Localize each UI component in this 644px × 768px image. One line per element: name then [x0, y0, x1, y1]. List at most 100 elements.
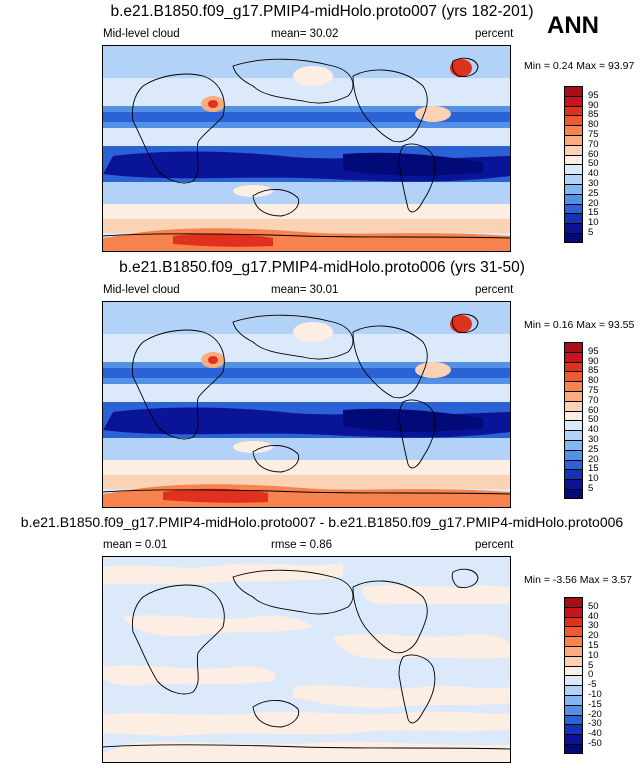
panel3-minmax-label: Min = -3.56 Max = 3.57 [524, 574, 632, 586]
panel1-legend: 95 90 85 80 75 70 60 50 40 30 25 20 15 10 5 [564, 86, 604, 243]
legend-label: 70 [588, 394, 599, 406]
legend-label: 5 [588, 227, 594, 238]
legend-label: 85 [588, 365, 599, 377]
legend-label: -50 [588, 738, 602, 749]
legend-swatch [564, 361, 583, 372]
legend-swatch [564, 734, 583, 744]
legend-swatch [564, 636, 583, 646]
legend-swatch [564, 714, 583, 725]
legend-swatch [564, 410, 583, 421]
legend-swatch [564, 459, 583, 470]
legend-label: 95 [588, 345, 599, 357]
legend-swatch [564, 154, 583, 165]
legend-label: 15 [588, 463, 599, 475]
legend-swatch [564, 655, 583, 666]
legend-swatch [564, 744, 583, 754]
legend-swatch [564, 203, 583, 214]
legend-swatch [564, 449, 583, 460]
season-label: ANN [547, 12, 599, 39]
legend-label: 50 [588, 158, 599, 170]
legend-label: 60 [588, 148, 599, 160]
legend-swatch [564, 597, 583, 607]
legend-swatch [564, 724, 583, 735]
legend-swatch [564, 135, 583, 145]
legend-label: 50 [588, 600, 599, 612]
legend-swatch [564, 695, 583, 705]
legend-swatch [564, 144, 583, 155]
legend-swatch [564, 675, 583, 686]
panel1-map [102, 45, 511, 252]
legend-swatch [564, 125, 583, 135]
legend-swatch [564, 440, 583, 450]
legend-label: 40 [588, 610, 599, 622]
legend-label: 50 [588, 414, 599, 426]
legend-label: 10 [588, 217, 599, 229]
legend-label: -40 [588, 728, 602, 740]
legend-swatch [564, 174, 583, 184]
legend-label: 15 [588, 207, 599, 219]
legend-label: -20 [588, 708, 602, 720]
legend-label: 5 [588, 659, 594, 671]
legend-label: 95 [588, 89, 599, 101]
legend-swatch [564, 704, 583, 715]
legend-swatch [564, 342, 583, 352]
panel3-mean-label: mean = 0.01 [103, 539, 168, 551]
panel1-title: b.e21.B1850.f09_g17.PMIP4-midHolo.proto0… [110, 3, 534, 20]
legend-swatch [564, 685, 583, 695]
legend-swatch [564, 164, 583, 175]
legend-label: 40 [588, 424, 599, 436]
legend-swatch [564, 391, 583, 401]
legend-swatch [564, 233, 583, 243]
legend-label: 40 [588, 168, 599, 180]
legend-label: 30 [588, 620, 599, 632]
legend-swatch [564, 400, 583, 411]
legend-label: 70 [588, 138, 599, 150]
legend-label: 20 [588, 197, 599, 209]
legend-label: 20 [588, 453, 599, 465]
panel2-map [102, 301, 511, 508]
legend-label: 5 [588, 483, 594, 494]
panel3-rmse-label: rmse = 0.86 [271, 539, 333, 551]
legend-label: 90 [588, 99, 599, 111]
legend-swatch [564, 479, 583, 489]
panel2-variable-label: Mid-level cloud [103, 284, 180, 296]
legend-label: -15 [588, 698, 602, 710]
panel3-units-label: percent [475, 539, 514, 551]
legend-swatch [564, 371, 583, 382]
panel2-legend: 95 90 85 80 75 70 60 50 40 30 25 20 15 10 5 [564, 342, 604, 499]
legend-swatch [564, 213, 583, 224]
legend-swatch [564, 646, 583, 656]
legend-label: 60 [588, 404, 599, 416]
panel1-mean-label: mean= 30.02 [271, 28, 339, 40]
panel2-units-label: percent [475, 284, 514, 296]
panel2-title: b.e21.B1850.f09_g17.PMIP4-midHolo.proto0… [119, 259, 525, 276]
legend-label: 80 [588, 375, 599, 387]
panel1-variable-label: Mid-level cloud [103, 28, 180, 40]
legend-label: 75 [588, 385, 599, 396]
legend-swatch [564, 95, 583, 106]
legend-swatch [564, 86, 583, 96]
legend-label: 25 [588, 187, 599, 199]
legend-swatch [564, 223, 583, 233]
panel3-legend: 50 40 30 20 15 10 5 0 -5 -10 -15 -20 -30 -40 -50 [564, 597, 604, 754]
legend-swatch [564, 381, 583, 391]
panel1-units-label: percent [475, 28, 514, 40]
panel3-map [102, 556, 511, 763]
legend-label: 30 [588, 434, 599, 445]
legend-label: 90 [588, 355, 599, 367]
legend-label: 0 [588, 669, 594, 681]
legend-label: 10 [588, 473, 599, 485]
legend-swatch [564, 626, 583, 637]
panel1-minmax-label: Min = 0.24 Max = 93.97 [524, 60, 635, 72]
panel2-mean-label: mean= 30.01 [271, 284, 339, 296]
legend-swatch [564, 184, 583, 194]
legend-label: 85 [588, 109, 599, 121]
legend-swatch [564, 105, 583, 116]
legend-label: 75 [588, 129, 599, 140]
legend-swatch [564, 489, 583, 499]
legend-label: -30 [588, 718, 602, 730]
legend-label: 20 [588, 630, 599, 642]
panel2-minmax-label: Min = 0.16 Max = 93.55 [524, 319, 635, 331]
legend-swatch [564, 115, 583, 126]
legend-swatch [564, 616, 583, 627]
